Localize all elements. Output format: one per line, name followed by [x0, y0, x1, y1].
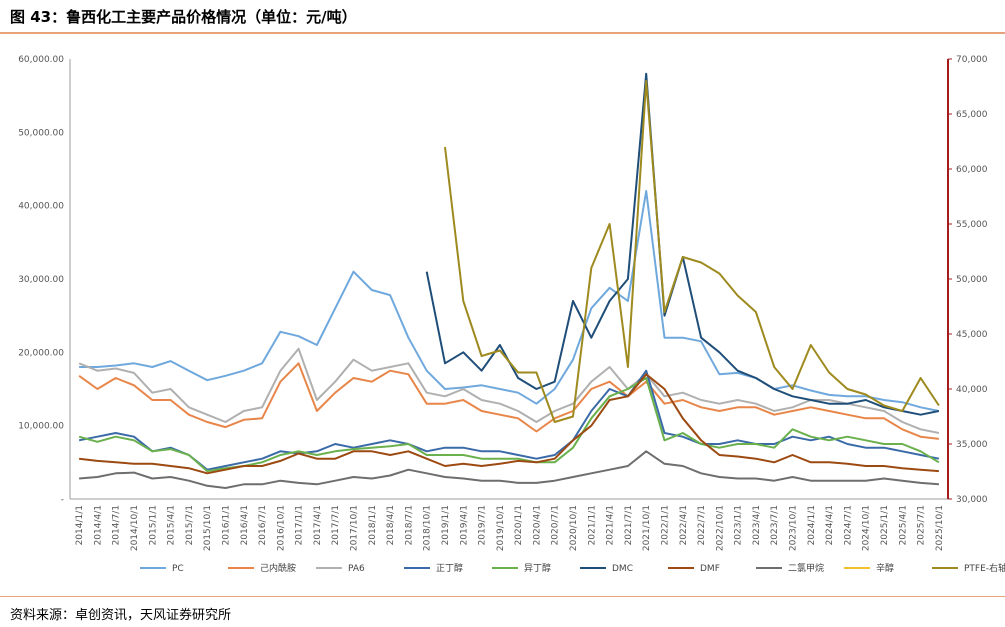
legend-label: PC [172, 564, 184, 574]
y-left-tick-label: - [61, 495, 64, 505]
y-right-tick-label: 60,000 [956, 165, 988, 175]
x-tick-label: 2022/4/1 [679, 505, 689, 545]
series-line-二氯甲烷 [79, 450, 939, 489]
series-line-己内酰胺 [78, 362, 940, 440]
x-tick-label: 2018/10/1 [423, 505, 433, 551]
x-tick-label: 2019/1/1 [441, 505, 451, 545]
x-tick-label: 2014/1/1 [75, 505, 85, 545]
x-tick-label: 2025/4/1 [898, 505, 908, 545]
x-tick-label: 2015/10/1 [203, 505, 213, 551]
y-right-tick-label: 40,000 [956, 385, 988, 395]
x-tick-label: 2024/1/1 [807, 505, 817, 545]
y-left-tick-label: 40,000.00 [18, 202, 64, 212]
y-right-tick-label: 30,000 [956, 495, 988, 505]
x-tick-label: 2020/7/1 [551, 505, 561, 545]
y-right-tick-label: 50,000 [956, 275, 988, 285]
x-tick-label: 2015/7/1 [185, 505, 195, 545]
x-tick-label: 2024/7/1 [843, 505, 853, 545]
x-tick-label: 2022/7/1 [697, 505, 707, 545]
y-left-tick-label: 50,000.00 [18, 128, 64, 138]
y-right-tick-label: 65,000 [956, 110, 988, 120]
x-tick-label: 2015/4/1 [167, 505, 177, 545]
x-tick-label: 2019/7/1 [478, 505, 488, 545]
series-line-DMC [425, 72, 940, 416]
x-tick-label: 2019/10/1 [496, 505, 506, 551]
y-left-tick-label: 30,000.00 [18, 275, 64, 285]
x-tick-label: 2014/10/1 [130, 505, 140, 551]
legend-label: 辛醇 [876, 562, 894, 574]
x-tick-label: 2017/1/1 [295, 505, 305, 545]
x-tick-label: 2018/7/1 [404, 505, 414, 545]
x-tick-label: 2016/1/1 [221, 505, 231, 545]
y-right-tick-label: 35,000 [956, 440, 988, 450]
x-tick-label: 2025/1/1 [880, 505, 890, 545]
x-tick-label: 2023/4/1 [752, 505, 762, 545]
y-left-tick-label: 20,000.00 [18, 348, 64, 358]
x-tick-label: 2016/7/1 [258, 505, 268, 545]
series-line-PTFE-右轴 [444, 80, 940, 423]
x-tick-label: 2019/4/1 [459, 505, 469, 545]
x-tick-label: 2021/10/1 [642, 505, 652, 551]
y-right-tick-label: 45,000 [956, 330, 988, 340]
x-tick-label: 2017/7/1 [331, 505, 341, 545]
legend-label: 异丁醇 [524, 562, 551, 574]
y-right-tick-label: 70,000 [956, 55, 988, 65]
y-right-tick-label: 55,000 [956, 220, 988, 230]
x-tick-label: 2021/4/1 [606, 505, 616, 545]
series-line-PC [79, 190, 940, 412]
price-chart: - 10,000.00 20,000.00 30,000.00 40,000.00 50,… [18, 55, 1005, 574]
x-tick-label: 2025/10/1 [935, 505, 945, 551]
x-tick-label: 2017/10/1 [350, 505, 360, 551]
legend-label: 二氯甲烷 [788, 562, 824, 574]
x-tick-label: 2016/10/1 [276, 505, 286, 551]
x-tick-label: 2025/7/1 [917, 505, 927, 545]
footer-rule [0, 596, 1005, 597]
x-tick-label: 2014/4/1 [93, 505, 103, 545]
x-tick-label: 2023/7/1 [770, 505, 780, 545]
x-tick-label: 2020/4/1 [532, 505, 542, 545]
legend-label: PTFE-右轴 [964, 562, 1005, 574]
x-tick-label: 2022/10/1 [715, 505, 725, 551]
x-tick-label: 2014/7/1 [112, 505, 122, 545]
legend-label: 正丁醇 [436, 562, 463, 574]
x-tick-label: 2024/4/1 [825, 505, 835, 545]
x-tick-label: 2020/10/1 [569, 505, 579, 551]
y-left-tick-label: 10,000.00 [18, 422, 64, 432]
x-tick-label: 2023/10/1 [789, 505, 799, 551]
title-rule [0, 32, 1005, 34]
x-tick-label: 2023/1/1 [734, 505, 744, 545]
series-line-正丁醇 [78, 369, 940, 471]
legend-label: 己内酰胺 [260, 562, 296, 574]
chart-title: 图 43：鲁西化工主要产品价格情况（单位：元/吨） [10, 8, 357, 26]
x-tick-label: 2017/4/1 [313, 505, 323, 545]
x-tick-label: 2016/4/1 [240, 505, 250, 545]
series-line-DMF [78, 373, 939, 475]
legend-label: PA6 [348, 564, 365, 574]
legend-label: DMF [700, 564, 720, 574]
x-tick-label: 2018/4/1 [386, 505, 396, 545]
series-line-异丁醇 [78, 377, 940, 473]
y-left-tick-label: 60,000.00 [18, 55, 64, 65]
source-note: 资料来源：卓创资讯，天风证券研究所 [10, 608, 232, 623]
x-tick-label: 2021/7/1 [624, 505, 634, 545]
x-tick-label: 2015/1/1 [148, 505, 158, 545]
x-tick-label: 2020/1/1 [514, 505, 524, 545]
x-tick-label: 2024/10/1 [862, 505, 872, 551]
series-line-PA6 [78, 347, 940, 434]
legend-label: DMC [612, 564, 633, 574]
x-tick-label: 2022/1/1 [660, 505, 670, 545]
x-tick-label: 2018/1/1 [368, 505, 378, 545]
x-tick-label: 2021/1/1 [587, 505, 597, 545]
